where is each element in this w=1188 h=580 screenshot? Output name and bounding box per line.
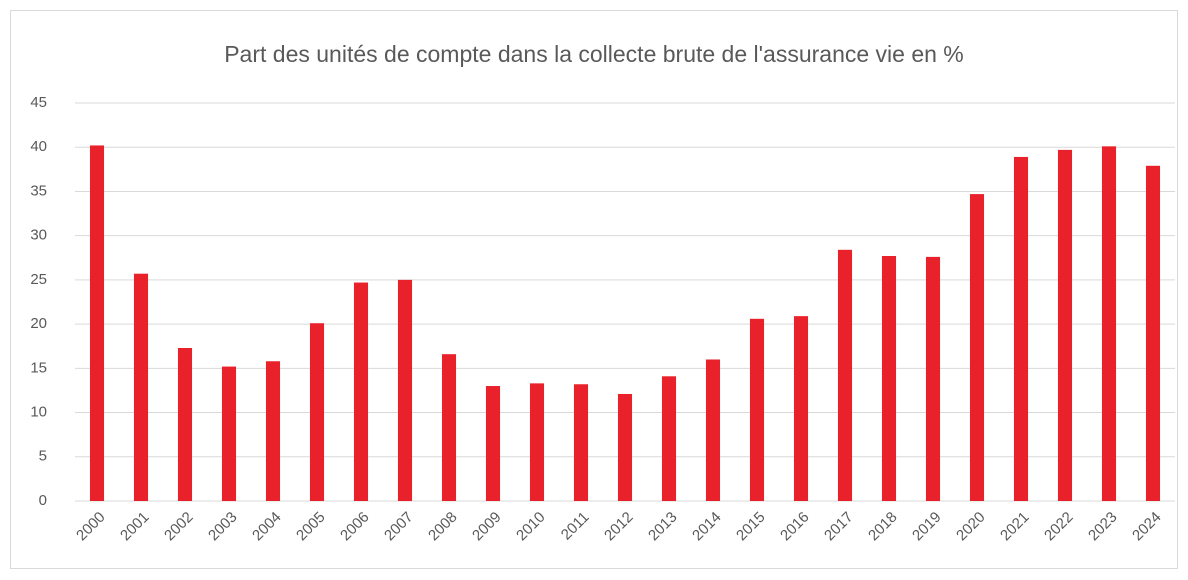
y-tick-label: 45 [30,94,47,111]
bar [441,354,457,501]
y-tick-label: 15 [30,359,47,376]
bar [969,194,985,501]
bar [573,384,589,501]
bar [749,318,765,501]
bar [221,366,237,501]
y-tick-label: 10 [30,404,47,421]
y-tick-label: 35 [30,182,47,199]
y-tick-label: 30 [30,227,47,244]
bar [133,273,149,501]
bar [265,361,281,501]
y-tick-label: 40 [30,138,47,155]
bar [1013,156,1029,501]
bar [177,347,193,501]
bar [837,249,853,501]
bar [661,376,677,501]
bar [881,256,897,501]
bar [793,316,809,501]
bar [1101,146,1117,502]
bar [1057,149,1073,501]
bar [397,279,413,501]
bar [485,386,501,501]
y-tick-label: 25 [30,271,47,288]
y-tick-label: 5 [39,448,47,465]
chart-title: Part des unités de compte dans la collec… [224,41,964,67]
y-tick-label: 20 [30,315,47,332]
bar [529,383,545,501]
bar [89,145,105,501]
bar [353,282,369,501]
bar [1145,165,1161,501]
y-tick-label: 0 [39,492,47,509]
bar [925,256,941,501]
bar [705,359,721,501]
bar [617,393,633,501]
bar [309,323,325,501]
